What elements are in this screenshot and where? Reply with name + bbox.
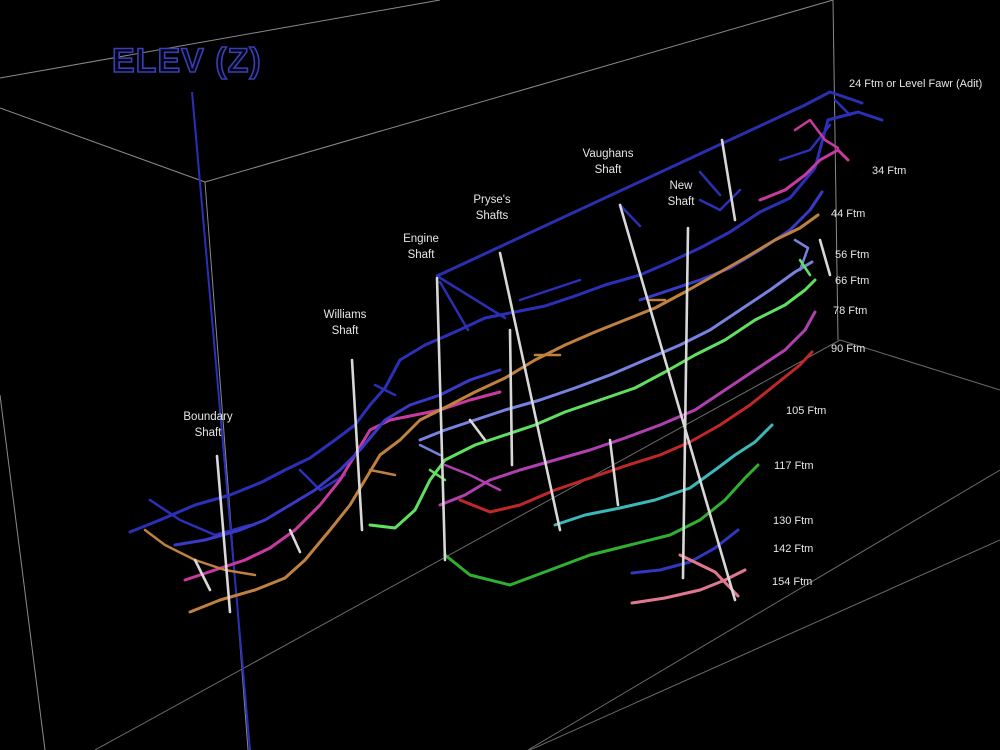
drift-34-ftm: [183, 148, 850, 582]
drift-44-ftm: [173, 190, 824, 547]
level-drifts: [128, 98, 884, 614]
shaft-label-engine-2: Shaft: [408, 249, 436, 261]
level-label-130: 130 Ftm: [773, 515, 813, 527]
drift-105-ftm: [458, 350, 814, 514]
shaft-label-new-2: Shaft: [668, 196, 696, 208]
level-labels: 24 Ftm or Level Fawr (Adit) 34 Ftm 44 Ft…: [772, 78, 982, 588]
drift-56-ftm: [188, 213, 820, 614]
shaft-new: [681, 226, 690, 580]
level-label-105: 105 Ftm: [786, 405, 826, 417]
level-label-90: 90 Ftm: [831, 343, 865, 355]
level-label-24: 24 Ftm or Level Fawr (Adit): [849, 78, 982, 90]
level-label-34: 34 Ftm: [872, 165, 906, 177]
level-label-44: 44 Ftm: [831, 208, 865, 220]
level-label-117: 117 Ftm: [774, 460, 814, 472]
shaft-label-boundary-2: Shaft: [195, 427, 223, 439]
level-label-78: 78 Ftm: [833, 305, 867, 317]
drift-117-ftm: [553, 423, 774, 527]
level-label-56: 56 Ftm: [835, 249, 869, 261]
level-label-154: 154 Ftm: [772, 576, 812, 588]
adit-top-line: [435, 90, 864, 332]
shaft-vaughans: [618, 203, 737, 602]
shaft-label-pryses-1: Pryse's: [473, 194, 511, 206]
shafts: [193, 138, 832, 614]
elevation-axis: [191, 91, 251, 750]
shaft-engine: [435, 276, 447, 562]
shaft-boundary: [215, 454, 232, 614]
drift-24-ftm: [128, 110, 884, 534]
shaft-label-pryses-2: Shafts: [476, 210, 509, 222]
level-label-66: 66 Ftm: [835, 275, 869, 287]
drift-130-ftm: [443, 463, 760, 587]
shaft-williams: [350, 358, 364, 532]
shaft-label-vaughans-1: Vaughans: [583, 148, 634, 160]
level-label-142: 142 Ftm: [773, 543, 813, 555]
shaft-labels: Boundary Shaft Williams Shaft Engine Sha…: [183, 148, 695, 439]
drift-90-ftm: [438, 310, 817, 507]
drift-78-ftm: [368, 278, 817, 530]
shaft-label-engine-1: Engine: [403, 233, 439, 245]
shaft-label-williams-1: Williams: [324, 309, 367, 321]
drift-142-ftm: [630, 528, 740, 575]
shaft-label-williams-2: Shaft: [332, 325, 360, 337]
shaft-pryses-2: [508, 328, 514, 467]
shaft-label-boundary-1: Boundary: [183, 411, 232, 423]
drift-66-ftm: [418, 260, 814, 442]
elevation-axis-title: ELEV (Z): [112, 42, 262, 80]
shaft-pryses: [498, 251, 562, 532]
shaft-label-new-1: New: [669, 180, 693, 192]
shaft-label-vaughans-2: Shaft: [595, 164, 623, 176]
